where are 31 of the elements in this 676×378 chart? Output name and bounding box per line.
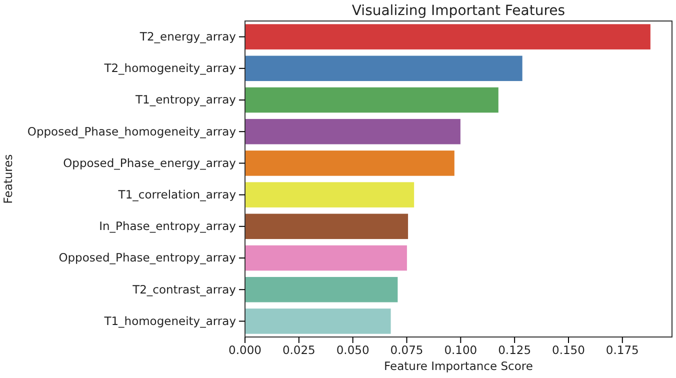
bar <box>245 56 522 82</box>
x-tick-label: 0.125 <box>498 343 532 358</box>
bar <box>245 182 414 208</box>
y-tick-label: T1_entropy_array <box>134 92 236 107</box>
chart-title: Visualizing Important Features <box>352 3 566 19</box>
y-tick-label: Opposed_Phase_entropy_array <box>58 250 236 265</box>
y-tick-label: T2_homogeneity_array <box>103 61 236 76</box>
x-tick-label: 0.025 <box>282 343 316 358</box>
x-tick-label: 0.175 <box>606 343 639 358</box>
bar <box>245 150 454 176</box>
y-tick-label: T2_contrast_array <box>132 282 236 296</box>
bar <box>245 118 460 144</box>
x-tick-label: 0.100 <box>444 343 478 358</box>
bar <box>245 24 650 50</box>
x-tick-label: 0.150 <box>552 343 585 358</box>
x-axis-title: Feature Importance Score <box>384 359 533 373</box>
bar <box>245 214 408 240</box>
y-tick-label: T1_correlation_array <box>117 187 236 202</box>
y-tick-label: T2_energy_array <box>138 29 236 44</box>
y-tick-label: In_Phase_entropy_array <box>99 219 236 234</box>
bar <box>245 87 498 113</box>
y-tick-label: Opposed_Phase_homogeneity_array <box>27 124 236 138</box>
y-tick-label: T1_homogeneity_array <box>103 314 236 328</box>
y-tick-label: Opposed_Phase_energy_array <box>63 156 236 170</box>
x-tick-label: 0.000 <box>228 343 262 358</box>
x-tick-label: 0.075 <box>390 343 424 358</box>
bar <box>245 276 398 302</box>
bar <box>245 308 391 334</box>
bar <box>245 245 407 271</box>
x-tick-label: 0.050 <box>336 343 370 358</box>
y-axis-title: Features <box>1 154 15 204</box>
